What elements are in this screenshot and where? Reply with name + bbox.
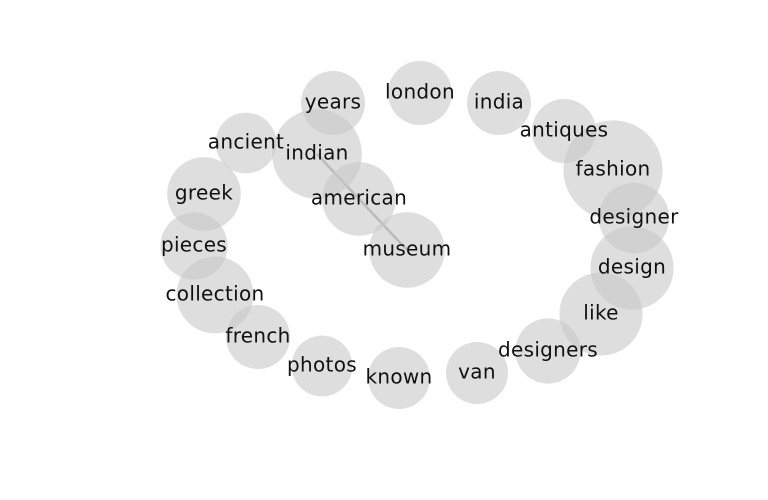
label-designer: designer (589, 205, 679, 229)
label-greek: greek (175, 181, 233, 205)
label-pieces: pieces (161, 233, 227, 257)
bubble-known (368, 347, 430, 409)
bubble-london (388, 61, 452, 125)
label-like: like (583, 301, 619, 325)
label-ancient: ancient (208, 130, 284, 154)
label-india: india (474, 90, 524, 114)
label-layer: years london india antiques ancient indian fas… (161, 80, 679, 389)
label-van: van (458, 360, 496, 384)
bubble-photos (291, 335, 353, 397)
label-photos: photos (287, 353, 357, 377)
label-london: london (385, 80, 455, 104)
label-known: known (365, 365, 432, 389)
bubble-layer (160, 61, 674, 409)
label-design: design (598, 255, 666, 279)
bubble-ancient (215, 112, 277, 174)
label-museum: museum (363, 237, 452, 261)
label-indian: indian (285, 141, 348, 165)
label-american: american (311, 186, 407, 210)
label-designers: designers (498, 338, 598, 362)
bubble-india (467, 71, 531, 135)
bubble-museum (369, 212, 445, 288)
bubble-french (226, 305, 290, 369)
label-collection: collection (166, 282, 265, 306)
label-years: years (305, 90, 362, 114)
label-fashion: fashion (576, 157, 651, 181)
bubble-van (446, 342, 508, 404)
bubble-collection (176, 256, 254, 334)
label-antiques: antiques (520, 118, 609, 142)
bubble-greek (167, 157, 241, 231)
bubble-like (559, 272, 643, 356)
label-french: french (225, 324, 290, 348)
bubble-designers (515, 318, 581, 384)
bubble-american (322, 162, 396, 236)
